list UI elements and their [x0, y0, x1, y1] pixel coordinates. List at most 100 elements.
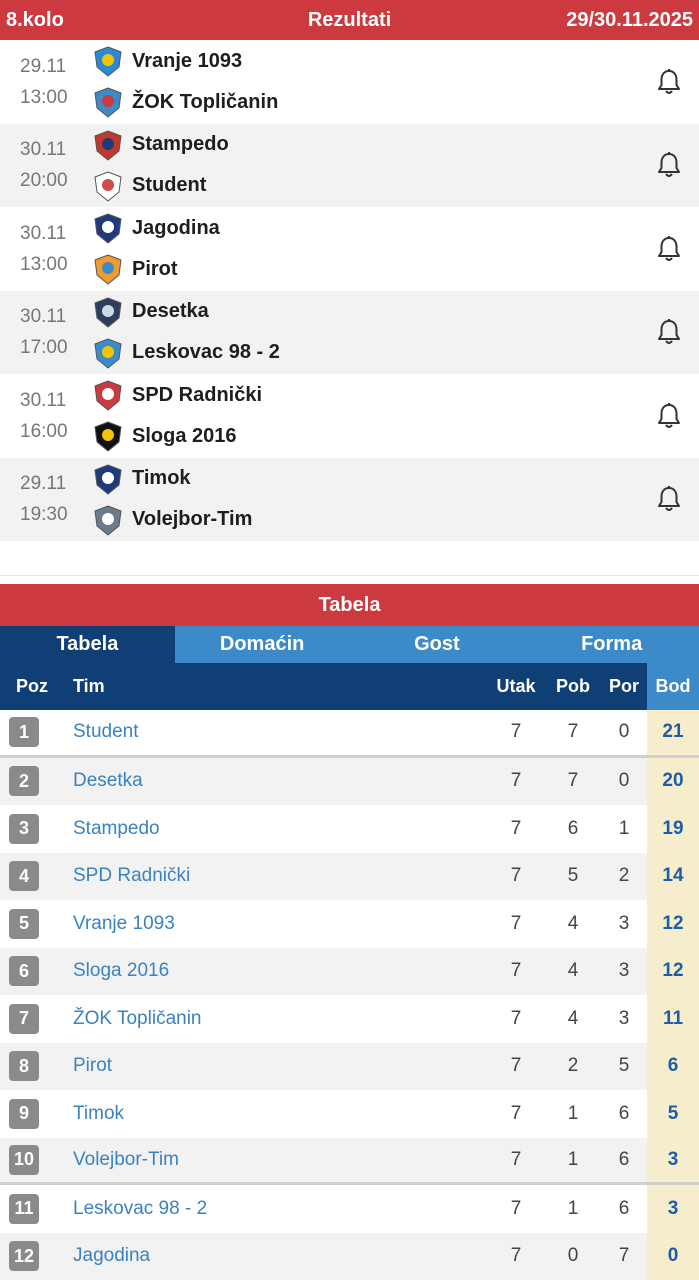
home-team[interactable]: Stampedo — [90, 124, 639, 165]
played-cell: 7 — [510, 721, 522, 743]
away-team[interactable]: Volejbor-Tim — [90, 499, 639, 540]
home-team[interactable]: Vranje 1093 — [90, 41, 639, 82]
table-row[interactable]: 2 Desetka 7 7 0 20 — [0, 757, 699, 805]
team-link[interactable]: SPD Radnički — [73, 865, 191, 887]
team-link[interactable]: Leskovac 98 - 2 — [73, 1197, 208, 1219]
losses-cell: 6 — [618, 1102, 630, 1124]
away-team[interactable]: Leskovac 98 - 2 — [90, 332, 639, 373]
position-cell: 1 — [0, 717, 65, 748]
table-row[interactable]: 5 Vranje 1093 7 4 3 12 — [0, 900, 699, 948]
position-cell: 5 — [0, 908, 65, 939]
match-teams: Jagodina Pirot — [90, 208, 639, 290]
bell-icon[interactable] — [639, 68, 699, 96]
wins-cell: 2 — [567, 1055, 579, 1077]
played-cell: 7 — [510, 960, 522, 982]
team-link[interactable]: Timok — [73, 1102, 125, 1124]
wins-cell: 6 — [567, 817, 579, 839]
match-item[interactable]: 30.11 20:00 Stampedo Student — [0, 123, 699, 207]
position-badge: 10 — [9, 1144, 39, 1175]
home-team[interactable]: Timok — [90, 458, 639, 499]
table-row[interactable]: 12 Jagodina 7 0 7 0 — [0, 1232, 699, 1280]
tab-tabela[interactable]: Tabela — [0, 626, 175, 663]
vranje-crest-icon — [90, 44, 126, 78]
points-cell: 19 — [647, 805, 699, 853]
away-team[interactable]: Pirot — [90, 249, 639, 290]
team-link[interactable]: Desetka — [73, 770, 143, 792]
home-team[interactable]: SPD Radnički — [90, 375, 639, 416]
col-poz: Poz — [16, 676, 49, 696]
table-row[interactable]: 6 Sloga 2016 7 4 3 12 — [0, 947, 699, 995]
position-badge: 2 — [9, 766, 39, 797]
tab-domacin[interactable]: Domaćin — [219, 633, 305, 655]
position-badge: 8 — [9, 1051, 39, 1082]
bell-icon[interactable] — [639, 402, 699, 430]
sloga-crest-icon — [90, 419, 126, 453]
match-item[interactable]: 29.11 13:00 Vranje 1093 ŽOK Topličanin — [0, 40, 699, 124]
table-row[interactable]: 9 Timok 7 1 6 5 — [0, 1090, 699, 1138]
position-badge: 5 — [9, 908, 39, 939]
match-item[interactable]: 30.11 17:00 Desetka Leskovac 98 - 2 — [0, 290, 699, 374]
home-team[interactable]: Jagodina — [90, 208, 639, 249]
match-item[interactable]: 29.11 19:30 Timok Volejbor-Tim — [0, 457, 699, 541]
table-row[interactable]: 3 Stampedo 7 6 1 19 — [0, 805, 699, 853]
match-date: 30.11 — [20, 389, 67, 411]
losses-cell: 2 — [618, 865, 630, 887]
position-badge: 4 — [9, 861, 39, 892]
table-row[interactable]: 7 ŽOK Topličanin 7 4 3 11 — [0, 995, 699, 1043]
played-cell: 7 — [510, 1007, 522, 1029]
position-badge: 3 — [9, 813, 39, 844]
leskovac-crest-icon — [90, 336, 126, 370]
home-team[interactable]: Desetka — [90, 291, 639, 332]
losses-cell: 3 — [618, 1007, 630, 1029]
played-cell: 7 — [510, 1102, 522, 1124]
toplicanin-crest-icon — [90, 85, 126, 119]
tab-forma[interactable]: Forma — [581, 633, 643, 655]
home-team-name: Vranje 1093 — [132, 49, 243, 72]
bell-icon[interactable] — [639, 485, 699, 513]
bell-icon[interactable] — [639, 318, 699, 346]
match-teams: Vranje 1093 ŽOK Topličanin — [90, 41, 639, 123]
played-cell: 7 — [510, 1197, 522, 1219]
col-por: Por — [608, 676, 639, 696]
points-cell: 11 — [647, 995, 699, 1043]
away-team[interactable]: ŽOK Topličanin — [90, 82, 639, 123]
team-link[interactable]: Student — [73, 721, 139, 743]
losses-cell: 6 — [618, 1148, 630, 1170]
position-cell: 7 — [0, 1003, 65, 1034]
team-link[interactable]: Volejbor-Tim — [73, 1148, 179, 1170]
round-header: 8.kolo Rezultati 29/30.11.2025 — [0, 0, 699, 40]
match-date: 29.11 — [20, 55, 67, 77]
away-team[interactable]: Student — [90, 165, 639, 206]
losses-cell: 3 — [618, 912, 630, 934]
played-cell: 7 — [510, 1055, 522, 1077]
desetka-crest-icon — [90, 295, 126, 329]
position-cell: 3 — [0, 813, 65, 844]
stampedo-crest-icon — [90, 128, 126, 162]
position-cell: 12 — [0, 1241, 65, 1272]
standings-title: Tabela — [0, 584, 699, 626]
team-link[interactable]: Jagodina — [73, 1245, 151, 1267]
points-cell: 0 — [647, 1232, 699, 1280]
tab-gost[interactable]: Gost — [414, 633, 460, 655]
table-row[interactable]: 8 Pirot 7 2 5 6 — [0, 1042, 699, 1090]
match-time: 13:00 — [20, 253, 68, 275]
table-row[interactable]: 1 Student 7 7 0 21 — [0, 710, 699, 758]
played-cell: 7 — [510, 912, 522, 934]
away-team[interactable]: Sloga 2016 — [90, 416, 639, 457]
team-link[interactable]: Sloga 2016 — [73, 960, 170, 982]
table-row[interactable]: 4 SPD Radnički 7 5 2 14 — [0, 852, 699, 900]
team-link[interactable]: ŽOK Topličanin — [73, 1007, 202, 1029]
bell-icon[interactable] — [639, 235, 699, 263]
match-item[interactable]: 30.11 16:00 SPD Radnički Sloga 2016 — [0, 374, 699, 458]
match-item[interactable]: 30.11 13:00 Jagodina Pirot — [0, 207, 699, 291]
away-team-name: Student — [132, 174, 207, 197]
match-date: 30.11 — [20, 139, 67, 161]
bell-icon[interactable] — [639, 151, 699, 179]
table-row[interactable]: 10 Volejbor-Tim 7 1 6 3 — [0, 1137, 699, 1185]
wins-cell: 7 — [567, 770, 579, 792]
team-link[interactable]: Stampedo — [73, 817, 160, 839]
match-time: 16:00 — [20, 420, 68, 442]
team-link[interactable]: Pirot — [73, 1055, 113, 1077]
team-link[interactable]: Vranje 1093 — [73, 912, 175, 934]
